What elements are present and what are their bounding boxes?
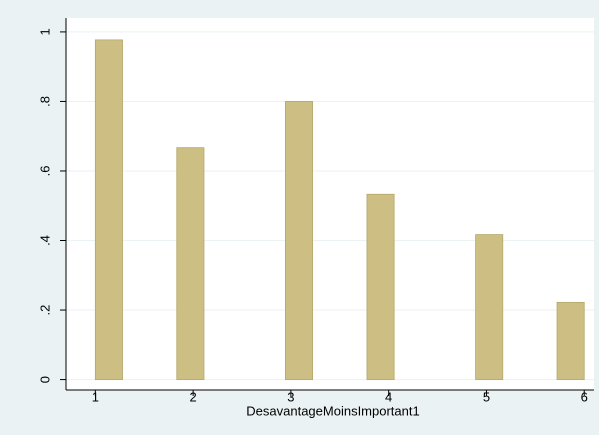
bar [366, 193, 395, 380]
y-tick-label: .4 [37, 235, 52, 246]
y-tick-label: .6 [37, 166, 52, 177]
plot-area [66, 18, 594, 390]
x-tick-label: 6 [581, 389, 588, 404]
bar [556, 301, 585, 380]
x-tick-label: 5 [483, 389, 490, 404]
y-tick-label: 1 [37, 28, 52, 35]
x-tick-label: 3 [287, 389, 294, 404]
bar [176, 147, 205, 380]
x-tick-label: 2 [189, 389, 196, 404]
x-tick-label: 1 [92, 389, 99, 404]
x-axis-title: DesavantageMoinsImportant1 [246, 403, 419, 418]
bar [285, 101, 313, 380]
y-tick-label: .2 [37, 305, 52, 316]
bar [94, 39, 123, 380]
y-tick-label: 0 [37, 376, 52, 383]
x-tick-label: 4 [385, 389, 392, 404]
bar [475, 234, 504, 380]
y-tick-label: .8 [37, 96, 52, 107]
